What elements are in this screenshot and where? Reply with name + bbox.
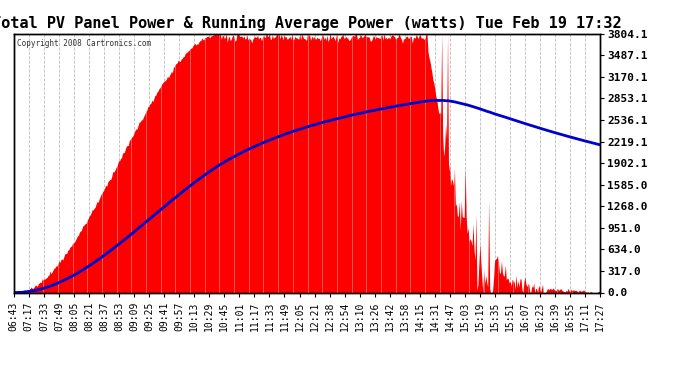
- Title: Total PV Panel Power & Running Average Power (watts) Tue Feb 19 17:32: Total PV Panel Power & Running Average P…: [0, 15, 622, 31]
- Text: Copyright 2008 Cartronics.com: Copyright 2008 Cartronics.com: [17, 39, 151, 48]
